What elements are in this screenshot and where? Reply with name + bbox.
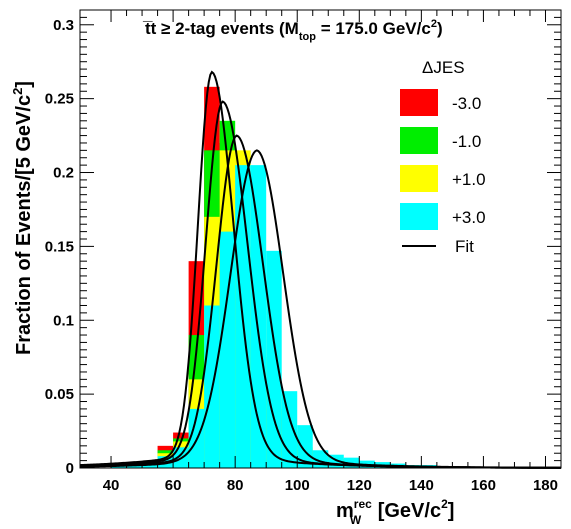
bar-+3.0-40 [111,466,127,468]
fit-curve-+3.0 [79,149,562,469]
axis-ticks [80,9,561,469]
bar-+3.0-90 [266,250,282,468]
fit-curves [79,70,562,469]
x-tick-label: 60 [165,477,182,494]
legend-label-m1: -1.0 [452,132,481,151]
legend-swatch-p1 [400,165,438,192]
legend-label-m3: -3.0 [452,94,481,113]
x-tick-label: 120 [347,477,372,494]
x-tick-label: 180 [533,477,558,494]
legend-swatch-m1 [400,127,438,154]
legend-swatch-m3 [400,89,438,116]
fit-curve-+1.0 [79,134,562,469]
bar-+3.0-75 [219,231,236,468]
y-tick-label: 0.3 [53,17,74,34]
x-axis-label: mrec W [GeV/c2] [336,497,454,527]
legend-label-fit: Fit [455,237,474,256]
y-tick-label: 0.15 [45,238,74,255]
x-tick-label: 140 [409,477,434,494]
legend-label-p1: +1.0 [452,170,486,189]
y-tick-label: 0.25 [45,91,74,108]
bar-+3.0-85 [250,165,267,468]
legend: ΔJES -3.0 -1.0 +1.0 +3.0 Fit [400,58,486,256]
bar-+3.0-100 [297,425,313,468]
x-tick-labels: 40 60 80 100 120 140 160 180 [103,477,558,494]
y-axis-label: Fraction of Events/[5 GeV/c2] [10,81,35,355]
x-tick-label: 100 [285,477,310,494]
y-tick-label: 0.05 [45,386,74,403]
y-tick-label: 0.2 [53,165,74,182]
fit-curve--1.0 [79,100,561,469]
bar-+3.0-45 [126,465,143,468]
legend-swatch-p3 [400,203,438,230]
chart-title: t̅t ≥ 2-tag events (Mtop = 175.0 GeV/c2) [143,18,443,43]
y-tick-labels: 0 0.05 0.1 0.15 0.2 0.25 0.3 [45,17,74,477]
x-tick-label: 80 [227,477,244,494]
y-tick-label: 0.1 [53,312,74,329]
x-tick-label: 40 [103,477,120,494]
y-tick-label: 0 [66,460,74,477]
fit-curve--3.0 [79,70,561,469]
plot-frame [79,9,562,469]
x-tick-label: 160 [471,477,496,494]
legend-label-p3: +3.0 [452,208,486,227]
legend-title: ΔJES [422,58,465,77]
